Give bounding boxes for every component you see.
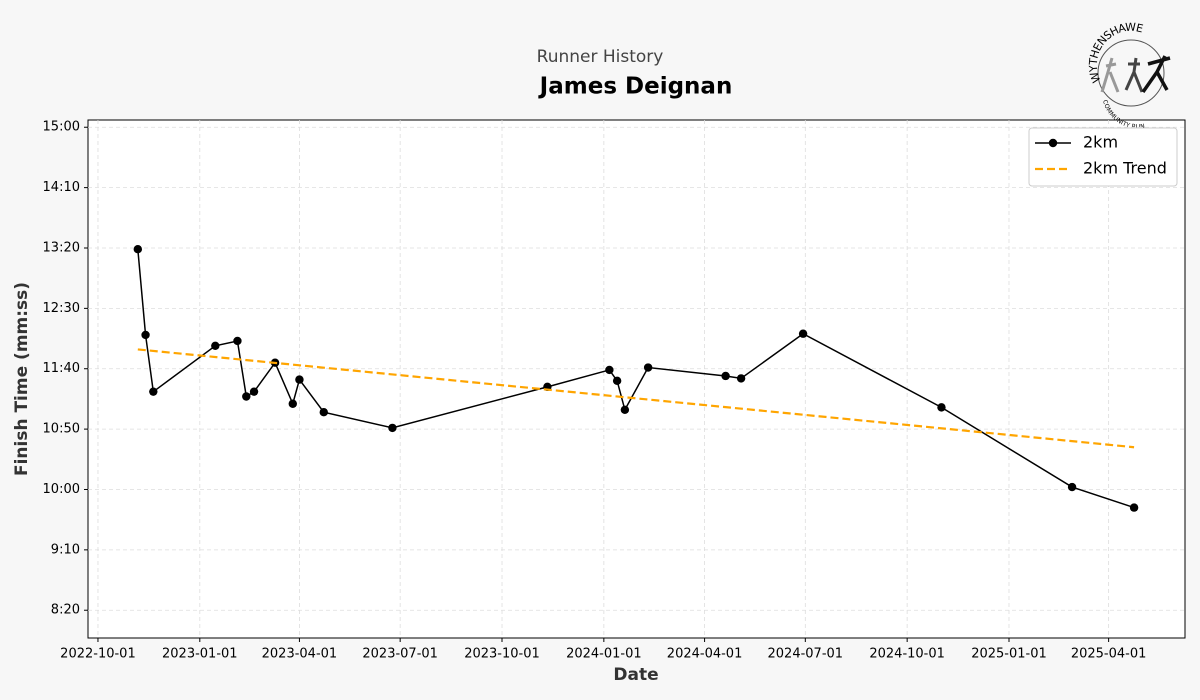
data-point [319,408,328,417]
y-tick-label: 14:10 [43,180,80,195]
x-tick-label: 2024-04-01 [667,647,743,662]
logo-ring [1097,39,1165,107]
x-tick-label: 2024-01-01 [566,647,642,662]
data-point [620,405,630,414]
y-tick-label: 12:30 [43,301,80,316]
y-tick-label: 10:50 [43,422,80,437]
x-axis-label: Date [613,665,658,685]
legend-marker [1048,138,1058,148]
data-point [249,387,259,396]
data-point [605,365,614,375]
data-point [1067,482,1077,492]
x-tick-label: 2025-04-01 [1071,647,1147,662]
y-tick-label: 8:20 [51,603,80,618]
data-point [937,403,946,412]
y-tick-label: 13:20 [43,240,80,255]
x-tick-label: 2023-10-01 [464,647,540,662]
y-tick-label: 9:10 [51,542,80,557]
data-point [288,399,297,408]
data-point [233,336,242,346]
x-tick-label: 2024-10-01 [869,647,945,662]
data-point [242,392,251,401]
chart-title: James Deignan [538,74,733,100]
x-tick-label: 2022-10-01 [60,647,136,662]
y-tick-label: 10:00 [43,482,80,497]
logo: WYTHENSHAWE COMMUNITY RUN [1087,21,1171,130]
data-point [211,341,220,350]
logo-runner [1124,57,1144,93]
data-point [721,371,730,381]
y-tick-label: 11:40 [43,361,80,376]
data-point [643,363,653,372]
logo-runner [1100,57,1120,93]
x-tick-label: 2025-01-01 [971,647,1047,662]
data-point [736,374,746,383]
data-point [141,330,150,340]
data-point [133,244,143,254]
data-point [388,423,397,433]
data-point [612,376,622,386]
plot-area [87,119,1186,639]
x-tick-label: 2024-07-01 [768,647,844,662]
x-tick-label: 2023-07-01 [362,647,438,662]
series-line [137,348,1135,449]
legend-label: 2km Trend [1083,159,1167,178]
data-point [149,387,158,396]
data-point [1129,503,1139,512]
x-tick-label: 2023-04-01 [262,647,338,662]
y-axis-label: Finish Time (mm:ss) [12,282,32,476]
legend: 2km 2km Trend [1028,127,1178,187]
data-point [295,375,304,384]
legend-label: 2km [1083,133,1118,152]
chart-subtitle: Runner History [537,47,664,67]
y-tick-label: 15:00 [43,120,80,135]
x-tick-label: 2023-01-01 [162,647,238,662]
logo-runner [1141,55,1171,94]
data-point [798,329,808,338]
